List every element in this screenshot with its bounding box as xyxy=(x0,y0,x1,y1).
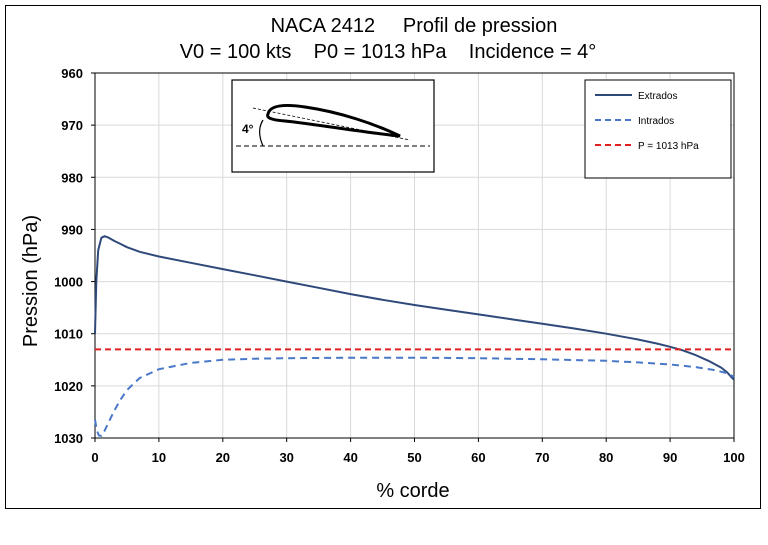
plot-area-border xyxy=(94,72,735,439)
x-tick-label: 50 xyxy=(407,450,421,465)
legend: Extrados Intrados P = 1013 hPa xyxy=(584,79,732,179)
series-line-extrados xyxy=(94,235,735,381)
y-tick-labels: 960 970 980 990 1000 1010 1020 1030 xyxy=(54,66,83,446)
y-tick-label: 1030 xyxy=(54,431,83,446)
x-tick-label: 0 xyxy=(91,450,98,465)
chord-line xyxy=(252,107,411,141)
airfoil-shape xyxy=(266,104,401,138)
legend-box xyxy=(584,79,732,179)
axes xyxy=(91,72,735,442)
legend-label: P = 1013 hPa xyxy=(638,141,699,152)
series-line-intrados xyxy=(94,356,735,437)
x-tick-label: 20 xyxy=(216,450,230,465)
angle-arc xyxy=(259,119,264,147)
y-tick-label: 1020 xyxy=(54,379,83,394)
chart-title-line2: V0 = 100 kts P0 = 1013 hPa Incidence = 4… xyxy=(180,41,597,63)
x-tick-label: 30 xyxy=(279,450,293,465)
x-tick-label: 80 xyxy=(599,450,613,465)
x-tick-labels: 0 10 20 30 40 50 60 70 80 90 100 xyxy=(91,450,744,465)
y-axis-title: Pression (hPa) xyxy=(20,215,42,347)
x-tick-label: 100 xyxy=(723,450,745,465)
x-tick-label: 90 xyxy=(663,450,677,465)
series-layer xyxy=(94,235,735,437)
incidence-angle-label: 4° xyxy=(242,122,254,136)
x-tick-label: 40 xyxy=(343,450,357,465)
x-tick-label: 10 xyxy=(152,450,166,465)
y-tick-label: 1010 xyxy=(54,327,83,342)
x-tick-label: 70 xyxy=(535,450,549,465)
x-tick-label: 60 xyxy=(471,450,485,465)
y-tick-label: 1000 xyxy=(54,275,83,290)
chart-title-line1: NACA 2412 Profil de pression xyxy=(271,15,558,37)
y-tick-label: 990 xyxy=(61,222,83,237)
legend-label: Extrados xyxy=(638,91,677,102)
y-tick-label: 970 xyxy=(61,118,83,133)
y-tick-label: 960 xyxy=(61,66,83,81)
y-tick-label: 980 xyxy=(61,170,83,185)
legend-label: Intrados xyxy=(638,116,674,127)
x-axis-title: % corde xyxy=(376,480,449,502)
airfoil-inset: 4° xyxy=(231,79,435,173)
